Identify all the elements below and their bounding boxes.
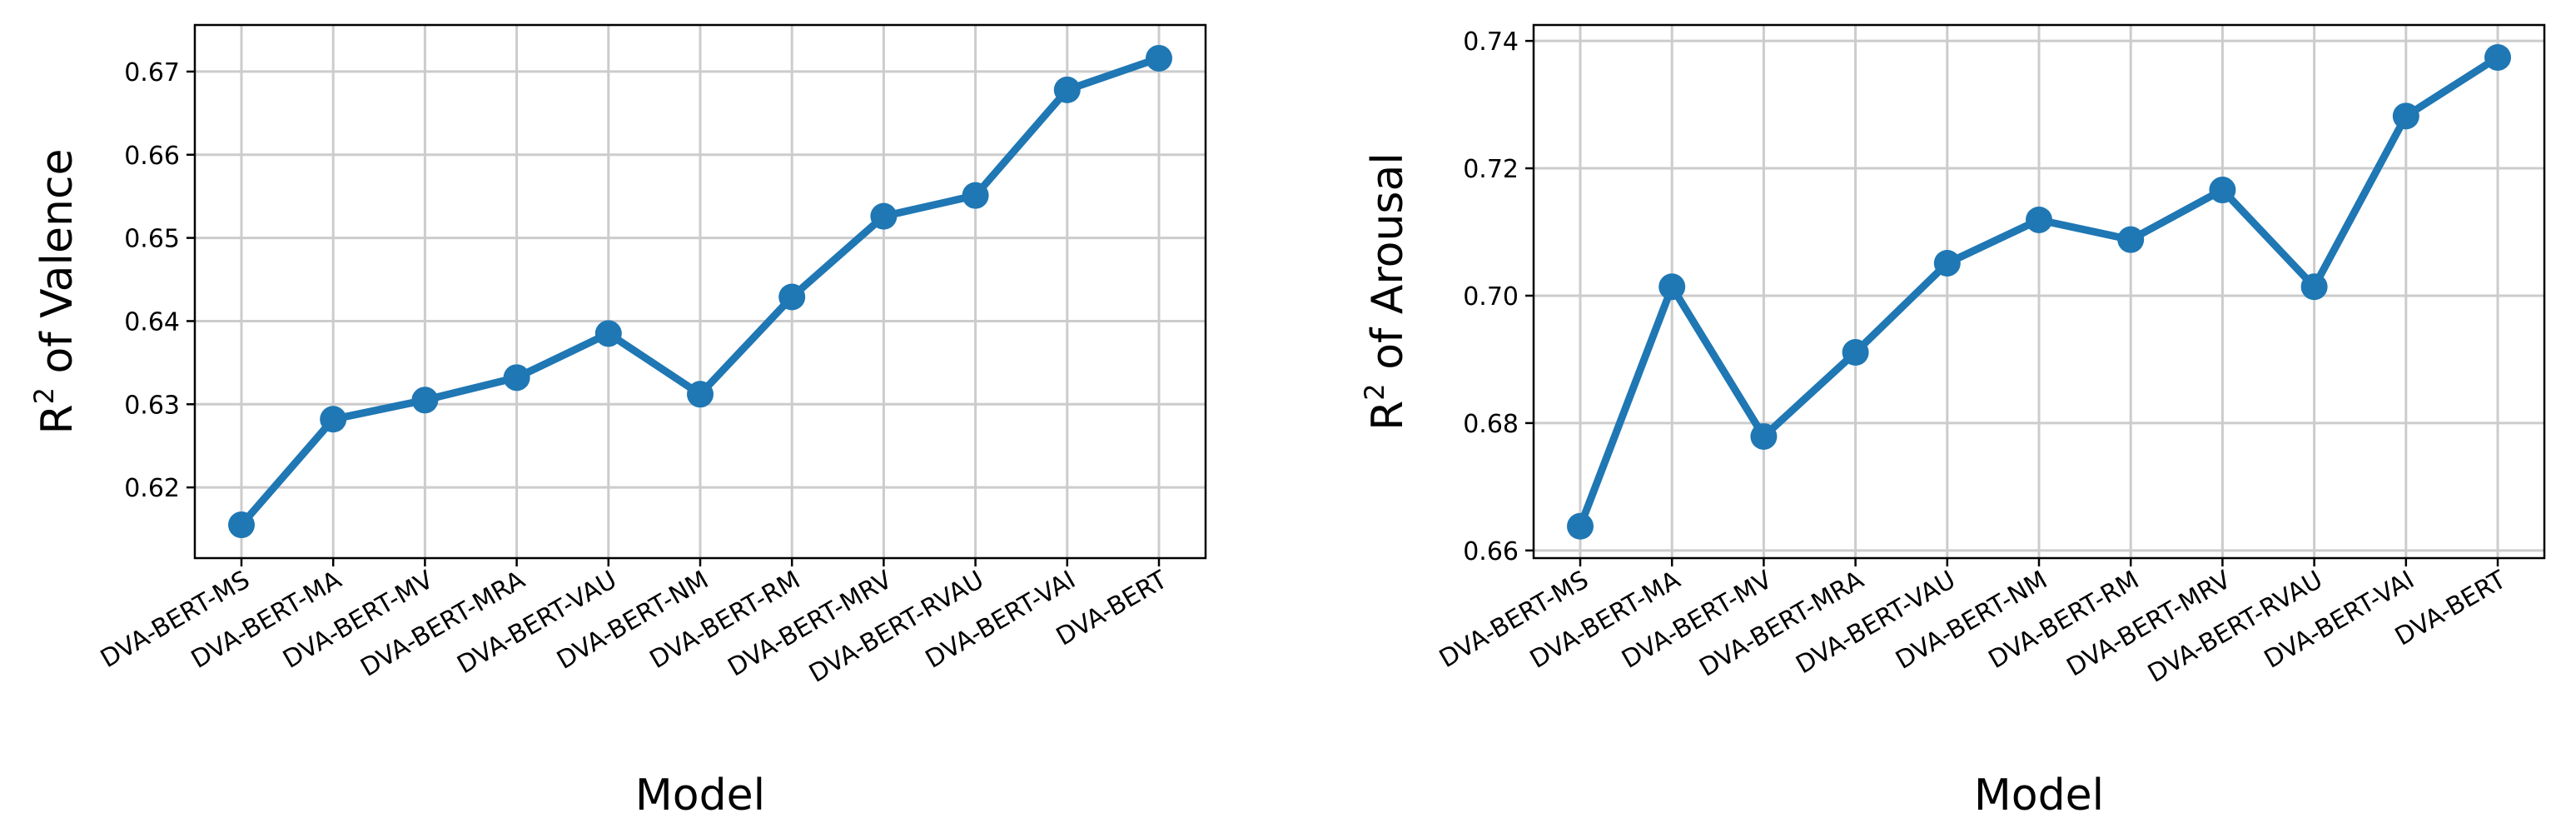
- valence-y-tick-label: 0.66: [124, 142, 180, 171]
- arousal-data-point: [1567, 512, 1594, 540]
- valence-y-tick-label: 0.67: [124, 58, 180, 87]
- valence-data-point: [1053, 76, 1081, 103]
- valence-y-tick-label: 0.65: [124, 225, 180, 254]
- arousal-data-point: [1842, 339, 1869, 367]
- arousal-x-axis-title: Model: [1974, 771, 2104, 821]
- valence-data-point: [411, 387, 439, 414]
- valence-data-point: [320, 406, 347, 433]
- arousal-y-tick-label: 0.68: [1463, 410, 1519, 439]
- arousal-y-axis-title-superscript: 2: [1359, 383, 1390, 400]
- arousal-grid: [1534, 25, 2544, 558]
- valence-y-tick-label: 0.63: [124, 391, 180, 420]
- arousal-y-tick-label: 0.66: [1463, 537, 1519, 566]
- valence-data-point: [870, 202, 898, 230]
- valence-y-axis-title-superscript: 2: [28, 387, 60, 404]
- valence-data-point: [962, 182, 989, 209]
- valence-data-point: [594, 320, 622, 347]
- arousal-y-tick-label: 0.70: [1463, 282, 1519, 312]
- valence-y-axis-title-main: R: [32, 404, 82, 434]
- arousal-data-point: [2392, 102, 2419, 130]
- arousal-ticks: [1525, 39, 2499, 566]
- arousal-data-point: [2484, 43, 2511, 71]
- arousal-y-axis-title: R2 of Arousal: [1359, 152, 1413, 431]
- valence-data-point: [778, 283, 806, 311]
- valence-y-axis-title-rest: of Valence: [32, 148, 82, 387]
- arousal-y-axis-title-rest: of Arousal: [1363, 152, 1413, 383]
- valence-y-tick-label: 0.62: [124, 474, 180, 503]
- valence-data-point: [687, 381, 714, 408]
- valence-data-point: [503, 364, 530, 392]
- valence-ticks: [186, 70, 1161, 566]
- arousal-data-point: [1658, 273, 1686, 301]
- arousal-data-point: [2026, 206, 2052, 233]
- valence-x-axis-title: Model: [635, 771, 765, 821]
- valence-series: [228, 44, 1172, 539]
- arousal-data-point: [2300, 273, 2328, 301]
- arousal-y-tick-label: 0.74: [1463, 27, 1519, 57]
- valence-data-point: [228, 511, 255, 539]
- arousal-data-point: [2117, 226, 2145, 253]
- arousal-y-tick-label: 0.72: [1463, 155, 1519, 184]
- valence-y-axis-title: R2 of Valence: [28, 148, 82, 434]
- valence-data-point: [1146, 44, 1172, 72]
- arousal-y-axis-title-main: R: [1363, 401, 1413, 431]
- arousal-data-point: [1933, 249, 1961, 277]
- valence-y-tick-label: 0.64: [124, 307, 180, 337]
- arousal-data-point: [1750, 422, 1778, 450]
- arousal-series: [1567, 43, 2511, 540]
- arousal-data-point: [2209, 177, 2236, 204]
